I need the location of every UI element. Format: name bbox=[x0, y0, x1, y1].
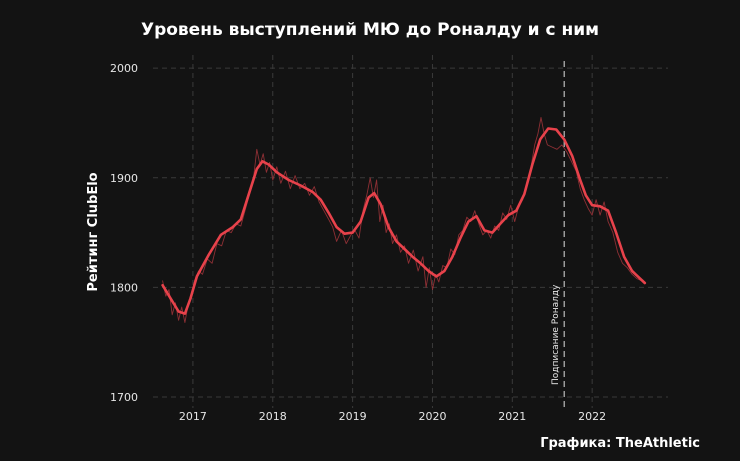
x-tick-label: 2020 bbox=[418, 410, 446, 423]
x-tick-label: 2018 bbox=[259, 410, 287, 423]
annotation-label: Подписание Роналду bbox=[551, 284, 561, 385]
y-tick-label: 1900 bbox=[110, 172, 138, 185]
y-tick-labels: 1700 1800 1900 2000 bbox=[110, 62, 138, 404]
y-tick-label: 1800 bbox=[110, 281, 138, 294]
annotation-layer: Подписание Роналду bbox=[551, 61, 565, 408]
y-tick-label: 2000 bbox=[110, 62, 138, 75]
smoothed-rating-line bbox=[161, 127, 647, 315]
chart-title: Уровень выступлений МЮ до Роналду и с ни… bbox=[140, 20, 600, 40]
y-axis-label: Рейтинг ClubElo bbox=[86, 172, 101, 291]
series-layer bbox=[161, 117, 647, 323]
grid-layer bbox=[153, 55, 668, 408]
x-tick-label: 2017 bbox=[179, 410, 207, 423]
x-tick-label: 2021 bbox=[498, 410, 526, 423]
x-tick-label: 2019 bbox=[339, 410, 367, 423]
raw-rating-line bbox=[162, 117, 646, 323]
y-tick-label: 1700 bbox=[110, 391, 138, 404]
x-tick-labels: 2017 2018 2019 2020 2021 2022 bbox=[179, 410, 606, 423]
source-credit: Графика: TheAthletic bbox=[540, 436, 700, 451]
x-tick-label: 2022 bbox=[578, 410, 606, 423]
